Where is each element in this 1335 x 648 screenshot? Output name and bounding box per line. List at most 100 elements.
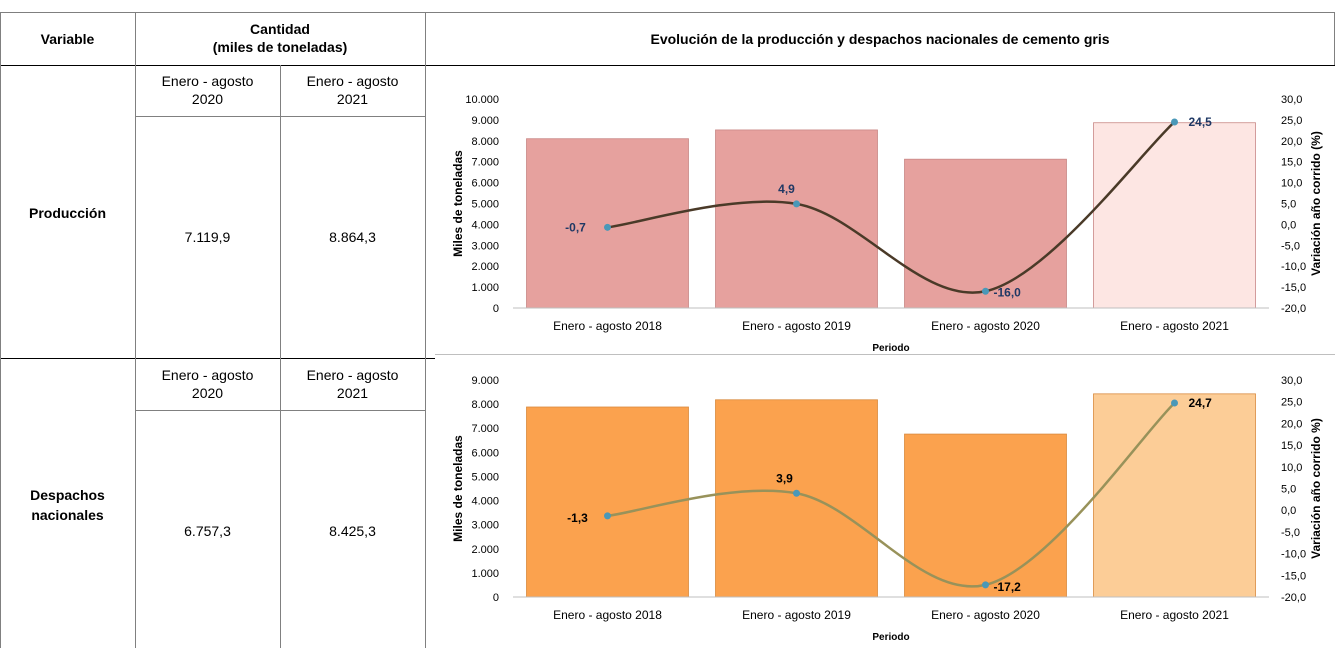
data-label: 4,9	[778, 182, 795, 196]
y2-tick-label: 20,0	[1281, 418, 1302, 430]
y2-tick-label: 0,0	[1281, 505, 1296, 517]
data-label: -17,2	[994, 580, 1022, 594]
data-label: -1,3	[567, 511, 588, 525]
data-label: 3,9	[776, 471, 793, 485]
x-tick-label: Enero - agosto 2018	[553, 608, 662, 622]
line-point	[793, 200, 800, 208]
y-tick-label: 6.000	[471, 178, 499, 190]
y-tick-label: 2.000	[471, 544, 499, 556]
y-tick-label: 9.000	[471, 375, 499, 387]
row2-label-line2: nacionales	[31, 507, 104, 523]
y-tick-label: 4.000	[471, 496, 499, 508]
y-tick-label: 2.000	[471, 261, 499, 273]
y2-tick-label: 0,0	[1281, 219, 1296, 231]
y-axis-title: Miles de toneladas	[451, 435, 465, 542]
x-tick-label: Enero - agosto 2021	[1120, 319, 1229, 333]
data-label: -16,0	[994, 285, 1022, 299]
y2-tick-label: 20,0	[1281, 136, 1302, 148]
y2-axis-title: Variación año corrido %)	[1309, 418, 1323, 559]
y-tick-label: 6.000	[471, 447, 499, 459]
y2-tick-label: -5,0	[1281, 527, 1300, 539]
row1-period-2020-line2: 2020	[191, 91, 224, 107]
line-point	[1171, 399, 1178, 407]
y-tick-label: 4.000	[471, 219, 499, 231]
line-point	[982, 287, 989, 295]
y-tick-label: 1.000	[471, 282, 499, 294]
data-label: 24,5	[1189, 115, 1213, 129]
bar	[526, 138, 689, 309]
row1-period-2020: Enero - agosto 2020	[135, 72, 280, 108]
production-chart: 0 1.000 2.000 3.000 4.000 5.000 6.000 7.000 8.00…	[451, 94, 1323, 354]
data-label: -0,7	[565, 220, 586, 234]
y-tick-label: 3.000	[471, 240, 499, 252]
y2-tick-label: 25,0	[1281, 397, 1302, 409]
header-variable: Variable	[40, 31, 95, 47]
row2-period-2020-line1: Enero - agosto	[161, 367, 254, 383]
row2-value-2020: 6.757,3	[184, 523, 231, 539]
series-line	[607, 402, 1176, 588]
x-tick-label: Enero - agosto 2020	[931, 608, 1040, 622]
y2-tick-label: 25,0	[1281, 115, 1302, 127]
bar	[526, 406, 689, 598]
y-tick-label: 7.000	[471, 157, 499, 169]
bar	[1093, 122, 1256, 309]
y2-tick-label: -5,0	[1281, 240, 1300, 252]
bar	[1093, 393, 1256, 598]
y-tick-label: 9.000	[471, 115, 499, 127]
x-tick-label: Enero - agosto 2019	[742, 608, 851, 622]
y2-tick-label: 10,0	[1281, 178, 1302, 190]
y-tick-label: 0	[493, 303, 499, 315]
y2-tick-label: -10,0	[1281, 549, 1306, 561]
row2-value-2021: 8.425,3	[329, 523, 376, 539]
y-tick-label: 0	[493, 592, 499, 604]
row2-period-2021-line2: 2021	[336, 385, 369, 401]
header-cantidad-line2: (miles de toneladas)	[212, 39, 348, 55]
y-tick-label: 8.000	[471, 399, 499, 411]
header-cantidad: Cantidad (miles de toneladas)	[135, 20, 425, 56]
row1-label: Producción	[28, 205, 106, 221]
row1-period-2021-line1: Enero - agosto	[306, 73, 399, 89]
series-line	[607, 121, 1176, 294]
row2-period-2021: Enero - agosto 2021	[280, 366, 425, 402]
row1-value-2021: 8.864,3	[329, 229, 376, 245]
y2-tick-label: 10,0	[1281, 462, 1302, 474]
y2-axis-title: Variación año corrido (%)	[1309, 131, 1323, 276]
row1-period-2021: Enero - agosto 2021	[280, 72, 425, 108]
row2-period-2020-line2: 2020	[191, 385, 224, 401]
line-point	[604, 223, 611, 231]
bar	[715, 399, 878, 598]
y2-tick-label: 5,0	[1281, 199, 1296, 211]
y2-tick-label: -15,0	[1281, 570, 1306, 582]
header-cantidad-line1: Cantidad	[250, 21, 310, 37]
y2-tick-label: 30,0	[1281, 375, 1302, 387]
line-point	[982, 581, 989, 589]
y2-tick-label: -15,0	[1281, 282, 1306, 294]
row2-period-2021-line1: Enero - agosto	[306, 367, 399, 383]
x-tick-label: Enero - agosto 2019	[742, 319, 851, 333]
y2-tick-label: 5,0	[1281, 484, 1296, 496]
x-tick-label: Enero - agosto 2021	[1120, 608, 1229, 622]
y-tick-label: 1.000	[471, 568, 499, 580]
row1-period-2021-line2: 2021	[336, 91, 369, 107]
row1-period-2020-line1: Enero - agosto	[161, 73, 254, 89]
row2-period-2020: Enero - agosto 2020	[135, 366, 280, 402]
y-tick-label: 5.000	[471, 471, 499, 483]
x-tick-label: Enero - agosto 2018	[553, 319, 662, 333]
line-point	[1171, 118, 1178, 126]
y2-tick-label: -10,0	[1281, 261, 1306, 273]
chart-title: Evolución de la producción y despachos n…	[650, 31, 1110, 47]
y-tick-label: 8.000	[471, 136, 499, 148]
data-label: 24,7	[1189, 396, 1213, 410]
y2-tick-label: 15,0	[1281, 440, 1302, 452]
y-axis-title: Miles de toneladas	[451, 150, 465, 257]
y2-tick-label: -20,0	[1281, 303, 1306, 315]
x-axis-title: Periodo	[872, 632, 909, 643]
y2-tick-label: 30,0	[1281, 94, 1302, 106]
y-tick-label: 7.000	[471, 423, 499, 435]
x-tick-label: Enero - agosto 2020	[931, 319, 1040, 333]
row2-label: Despachos nacionales	[0, 485, 135, 525]
row2-label-line1: Despachos	[30, 487, 105, 503]
x-axis-title: Periodo	[872, 343, 909, 354]
y-tick-label: 10.000	[465, 94, 499, 106]
line-point	[604, 512, 611, 520]
